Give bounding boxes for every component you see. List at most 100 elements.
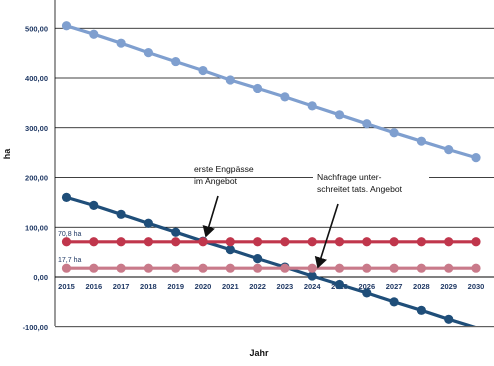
data-point bbox=[334, 110, 345, 120]
x-tick-label: 2030 bbox=[468, 282, 485, 291]
data-point bbox=[116, 237, 126, 247]
line-value-label: 17,7 ha bbox=[58, 257, 81, 264]
series-1 bbox=[61, 192, 476, 326]
y-tick-label: 100,00 bbox=[25, 223, 48, 232]
x-tick-label: 2019 bbox=[167, 282, 184, 291]
y-tick-label: -100,00 bbox=[23, 323, 48, 332]
data-point bbox=[198, 263, 208, 273]
x-tick-label: 2017 bbox=[113, 282, 130, 291]
annotation-arrow bbox=[202, 195, 219, 238]
data-point bbox=[143, 218, 153, 228]
data-point bbox=[389, 297, 399, 307]
data-point bbox=[253, 83, 263, 94]
data-point bbox=[334, 237, 345, 247]
data-point bbox=[143, 263, 153, 273]
x-tick-label: 2021 bbox=[222, 282, 239, 291]
annotation-text: im Angebot bbox=[194, 176, 238, 186]
data-point bbox=[280, 263, 290, 273]
data-point bbox=[389, 128, 399, 138]
y-tick-label: 0,00 bbox=[33, 273, 48, 282]
y-tick-label: 500,00 bbox=[25, 24, 48, 33]
data-point bbox=[253, 237, 263, 247]
data-point bbox=[171, 263, 181, 273]
data-point bbox=[362, 288, 372, 298]
x-tick-label: 2018 bbox=[140, 282, 157, 291]
data-point bbox=[143, 237, 153, 247]
data-point bbox=[471, 237, 481, 247]
data-point bbox=[416, 237, 426, 247]
data-point bbox=[225, 237, 235, 247]
annotation-arrow bbox=[314, 203, 339, 269]
data-point bbox=[116, 38, 126, 48]
x-axis-ticks: 2015 2016 2017 2018 2019 2020 2021 2022 2023 2024… bbox=[58, 282, 484, 291]
data-point bbox=[416, 263, 426, 273]
data-point bbox=[362, 263, 372, 273]
data-point bbox=[116, 209, 126, 219]
x-axis-title: Jahr bbox=[249, 348, 269, 358]
data-point bbox=[61, 263, 72, 273]
data-point bbox=[280, 92, 290, 102]
data-point bbox=[116, 263, 126, 273]
x-tick-label: 2023 bbox=[277, 282, 294, 291]
annotation-1: Nachfrage unter-schreitet tats. Angebot bbox=[313, 170, 429, 269]
x-tick-label: 2027 bbox=[386, 282, 403, 291]
data-point bbox=[89, 263, 99, 273]
series-0 bbox=[61, 21, 481, 163]
y-axis-ticks: -100,00 0,00 100,00 200,00 300,00 400,00 500,0… bbox=[23, 24, 48, 332]
data-point bbox=[225, 263, 235, 273]
data-point bbox=[444, 237, 454, 247]
data-point bbox=[253, 253, 263, 264]
data-point bbox=[471, 263, 481, 273]
data-point bbox=[225, 75, 235, 85]
series-lines bbox=[61, 21, 481, 326]
y-tick-label: 200,00 bbox=[25, 174, 48, 183]
x-tick-label: 2029 bbox=[440, 282, 457, 291]
data-point bbox=[334, 279, 345, 290]
data-point bbox=[89, 200, 99, 210]
data-point bbox=[253, 263, 263, 273]
data-point bbox=[362, 237, 372, 247]
x-tick-label: 2024 bbox=[304, 282, 322, 291]
annotation-text: erste Engpässe bbox=[194, 164, 254, 174]
line-labels: 70,8 ha 17,7 ha bbox=[58, 231, 81, 264]
data-point bbox=[89, 29, 99, 39]
series-3 bbox=[61, 263, 481, 273]
annotation-text: Nachfrage unter- bbox=[317, 172, 382, 182]
annotations: erste Engpässe im Angebot Nachfrage unter-… bbox=[194, 164, 429, 269]
data-point bbox=[307, 271, 317, 281]
data-point bbox=[171, 227, 181, 237]
data-point bbox=[198, 237, 208, 247]
y-tick-label: 400,00 bbox=[25, 74, 48, 83]
data-point bbox=[61, 21, 72, 31]
x-tick-label: 2020 bbox=[195, 282, 212, 291]
data-point bbox=[143, 48, 153, 58]
data-point bbox=[61, 237, 72, 247]
annotation-0: erste Engpässe im Angebot bbox=[194, 164, 254, 238]
data-point bbox=[362, 119, 372, 129]
series-line bbox=[66, 24, 477, 160]
x-tick-label: 2028 bbox=[413, 282, 430, 291]
data-point bbox=[171, 237, 181, 247]
annotation-text: schreitet tats. Angebot bbox=[317, 184, 403, 194]
y-axis-title: ha bbox=[2, 148, 12, 159]
data-point bbox=[471, 153, 481, 163]
data-point bbox=[416, 136, 426, 146]
data-point bbox=[307, 237, 317, 247]
line-value-label: 70,8 ha bbox=[58, 231, 81, 238]
data-point bbox=[444, 263, 454, 273]
data-point bbox=[171, 56, 181, 67]
data-point bbox=[61, 192, 72, 202]
data-point bbox=[198, 65, 208, 76]
data-point bbox=[389, 237, 399, 247]
data-point bbox=[225, 245, 235, 255]
data-point bbox=[89, 237, 99, 247]
data-point bbox=[416, 305, 426, 315]
x-tick-label: 2022 bbox=[249, 282, 266, 291]
data-point bbox=[307, 263, 317, 273]
data-point bbox=[334, 263, 345, 273]
data-point bbox=[444, 145, 454, 155]
data-point bbox=[307, 101, 317, 111]
annotation-background bbox=[313, 170, 429, 197]
series-line bbox=[66, 195, 476, 326]
